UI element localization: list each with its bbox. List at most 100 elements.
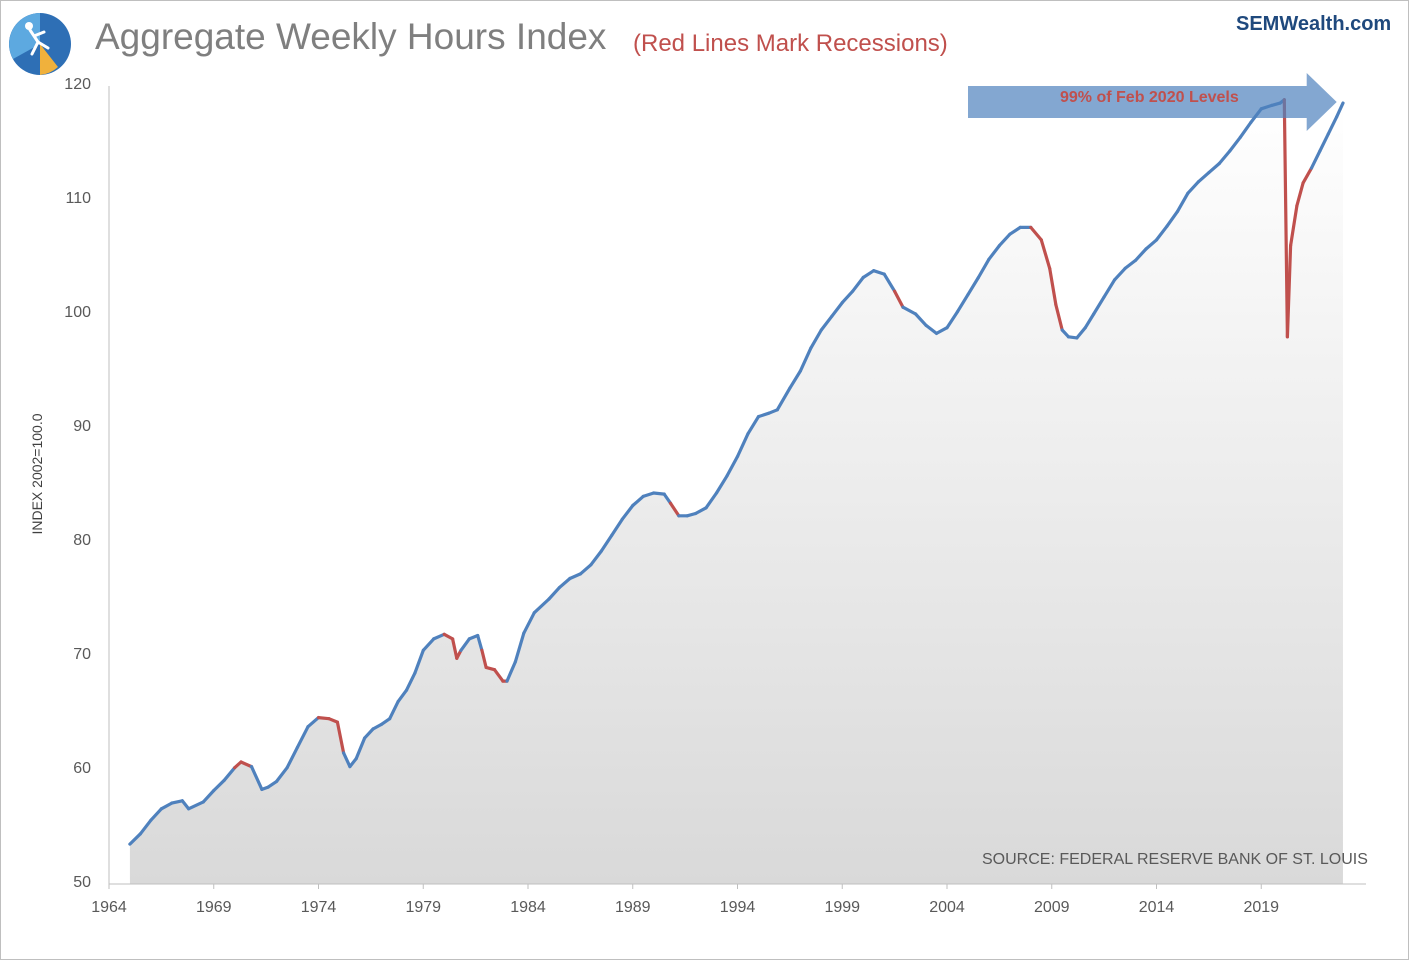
x-tick-label: 2014	[1138, 899, 1175, 916]
series-segment	[187, 800, 205, 811]
series-segment	[1217, 149, 1232, 166]
recession-segment	[1029, 225, 1043, 242]
series-segment	[1092, 295, 1106, 316]
series-segment	[798, 346, 813, 373]
series-segment	[735, 432, 750, 459]
series-segment	[138, 818, 153, 836]
chart-subtitle: (Red Lines Mark Recessions)	[633, 30, 948, 57]
series-segment	[1083, 312, 1096, 330]
recession-segment	[892, 289, 905, 309]
series-segment	[851, 275, 865, 293]
y-axis-label: INDEX 2002=100.0	[29, 413, 45, 535]
x-tick-label: 1989	[614, 899, 651, 916]
series-segment	[599, 533, 614, 553]
series-segment	[578, 563, 593, 576]
recession-segment	[335, 720, 346, 755]
callout-label: 99% of Feb 2020 Levels	[1060, 89, 1239, 106]
series-segment	[342, 751, 352, 769]
series-segment	[212, 778, 226, 793]
series-segment	[1207, 161, 1221, 175]
x-tick-label: 2009	[1033, 899, 1070, 916]
x-tick-label: 2004	[929, 899, 965, 916]
chart-title: Aggregate Weekly Hours Index	[95, 16, 607, 57]
series-segment	[788, 369, 803, 390]
series-segment	[396, 688, 409, 704]
series-segment	[976, 257, 991, 280]
series-segment	[1075, 326, 1087, 340]
source-note: SOURCE: FEDERAL RESERVE BANK OF ST. LOUI…	[982, 851, 1368, 868]
series-segment	[830, 301, 844, 318]
y-tick-label: 100	[64, 304, 91, 321]
series-segment	[159, 801, 174, 811]
series-segment	[1335, 101, 1345, 119]
series-segment	[522, 611, 536, 635]
series-segment	[987, 244, 1002, 261]
series-segment	[1238, 120, 1253, 139]
series-segment	[966, 275, 981, 297]
series-segment	[901, 305, 918, 316]
series-segment	[1309, 149, 1322, 170]
series-segment	[662, 492, 673, 505]
series-segment	[861, 269, 876, 280]
y-tick-label: 70	[73, 646, 91, 663]
series-segment	[934, 326, 949, 335]
series-segment	[363, 727, 375, 740]
recession-segment	[1285, 244, 1293, 339]
semwealth-logo	[9, 13, 71, 75]
series-area	[129, 99, 1343, 884]
series-segment	[306, 715, 321, 729]
series-segment	[149, 807, 163, 822]
recession-segment	[239, 760, 254, 769]
recession-segment	[1288, 204, 1299, 248]
series-segment	[756, 411, 771, 419]
series-segment	[704, 491, 719, 510]
x-tick-label: 1994	[719, 899, 756, 916]
x-tick-label: 1979	[405, 899, 442, 916]
x-tick-label: 1974	[300, 899, 337, 916]
series-segment	[840, 289, 855, 305]
callout-arrow	[968, 73, 1337, 131]
series-segment	[249, 764, 264, 792]
recession-segment	[1039, 238, 1052, 270]
series-segment	[924, 323, 939, 335]
y-tick-label: 90	[73, 418, 91, 435]
series-segment	[513, 631, 526, 664]
series-segment	[1154, 224, 1169, 242]
y-tick-label: 80	[73, 532, 91, 549]
series-segment	[997, 232, 1012, 248]
recession-segment	[1048, 266, 1058, 307]
series-segment	[1165, 209, 1180, 228]
series-segment	[432, 632, 446, 641]
series-segment	[652, 491, 666, 496]
series-segment	[1186, 180, 1201, 195]
recession-segment	[480, 648, 488, 670]
series-segment	[714, 474, 729, 495]
series-segment	[819, 314, 834, 332]
series-segment	[354, 736, 367, 761]
series-segment	[746, 415, 761, 436]
recession-segment	[668, 501, 681, 518]
x-tick-label: 1964	[91, 899, 127, 916]
recession-segment	[1295, 181, 1305, 208]
recession-segment	[451, 637, 459, 660]
recession-segment	[1282, 98, 1290, 339]
series-segment	[1008, 225, 1022, 236]
logo-figure	[28, 28, 50, 56]
series-segment	[547, 585, 562, 601]
recession-segment	[316, 715, 331, 721]
recession-segment	[1301, 166, 1314, 185]
series-segment	[348, 756, 358, 769]
series-segment	[421, 637, 436, 652]
recession-segment	[492, 668, 505, 683]
y-tick-label: 60	[73, 760, 91, 777]
series-segment	[128, 832, 142, 846]
logo-head	[25, 22, 33, 30]
brand-link[interactable]: SEMWealth.com	[1236, 13, 1392, 35]
y-tick-label: 110	[65, 190, 91, 207]
series-segment	[913, 312, 928, 327]
series-segment	[1112, 266, 1127, 282]
series-segment	[1144, 238, 1159, 251]
series-segment	[693, 506, 708, 516]
series-segment	[872, 269, 886, 276]
